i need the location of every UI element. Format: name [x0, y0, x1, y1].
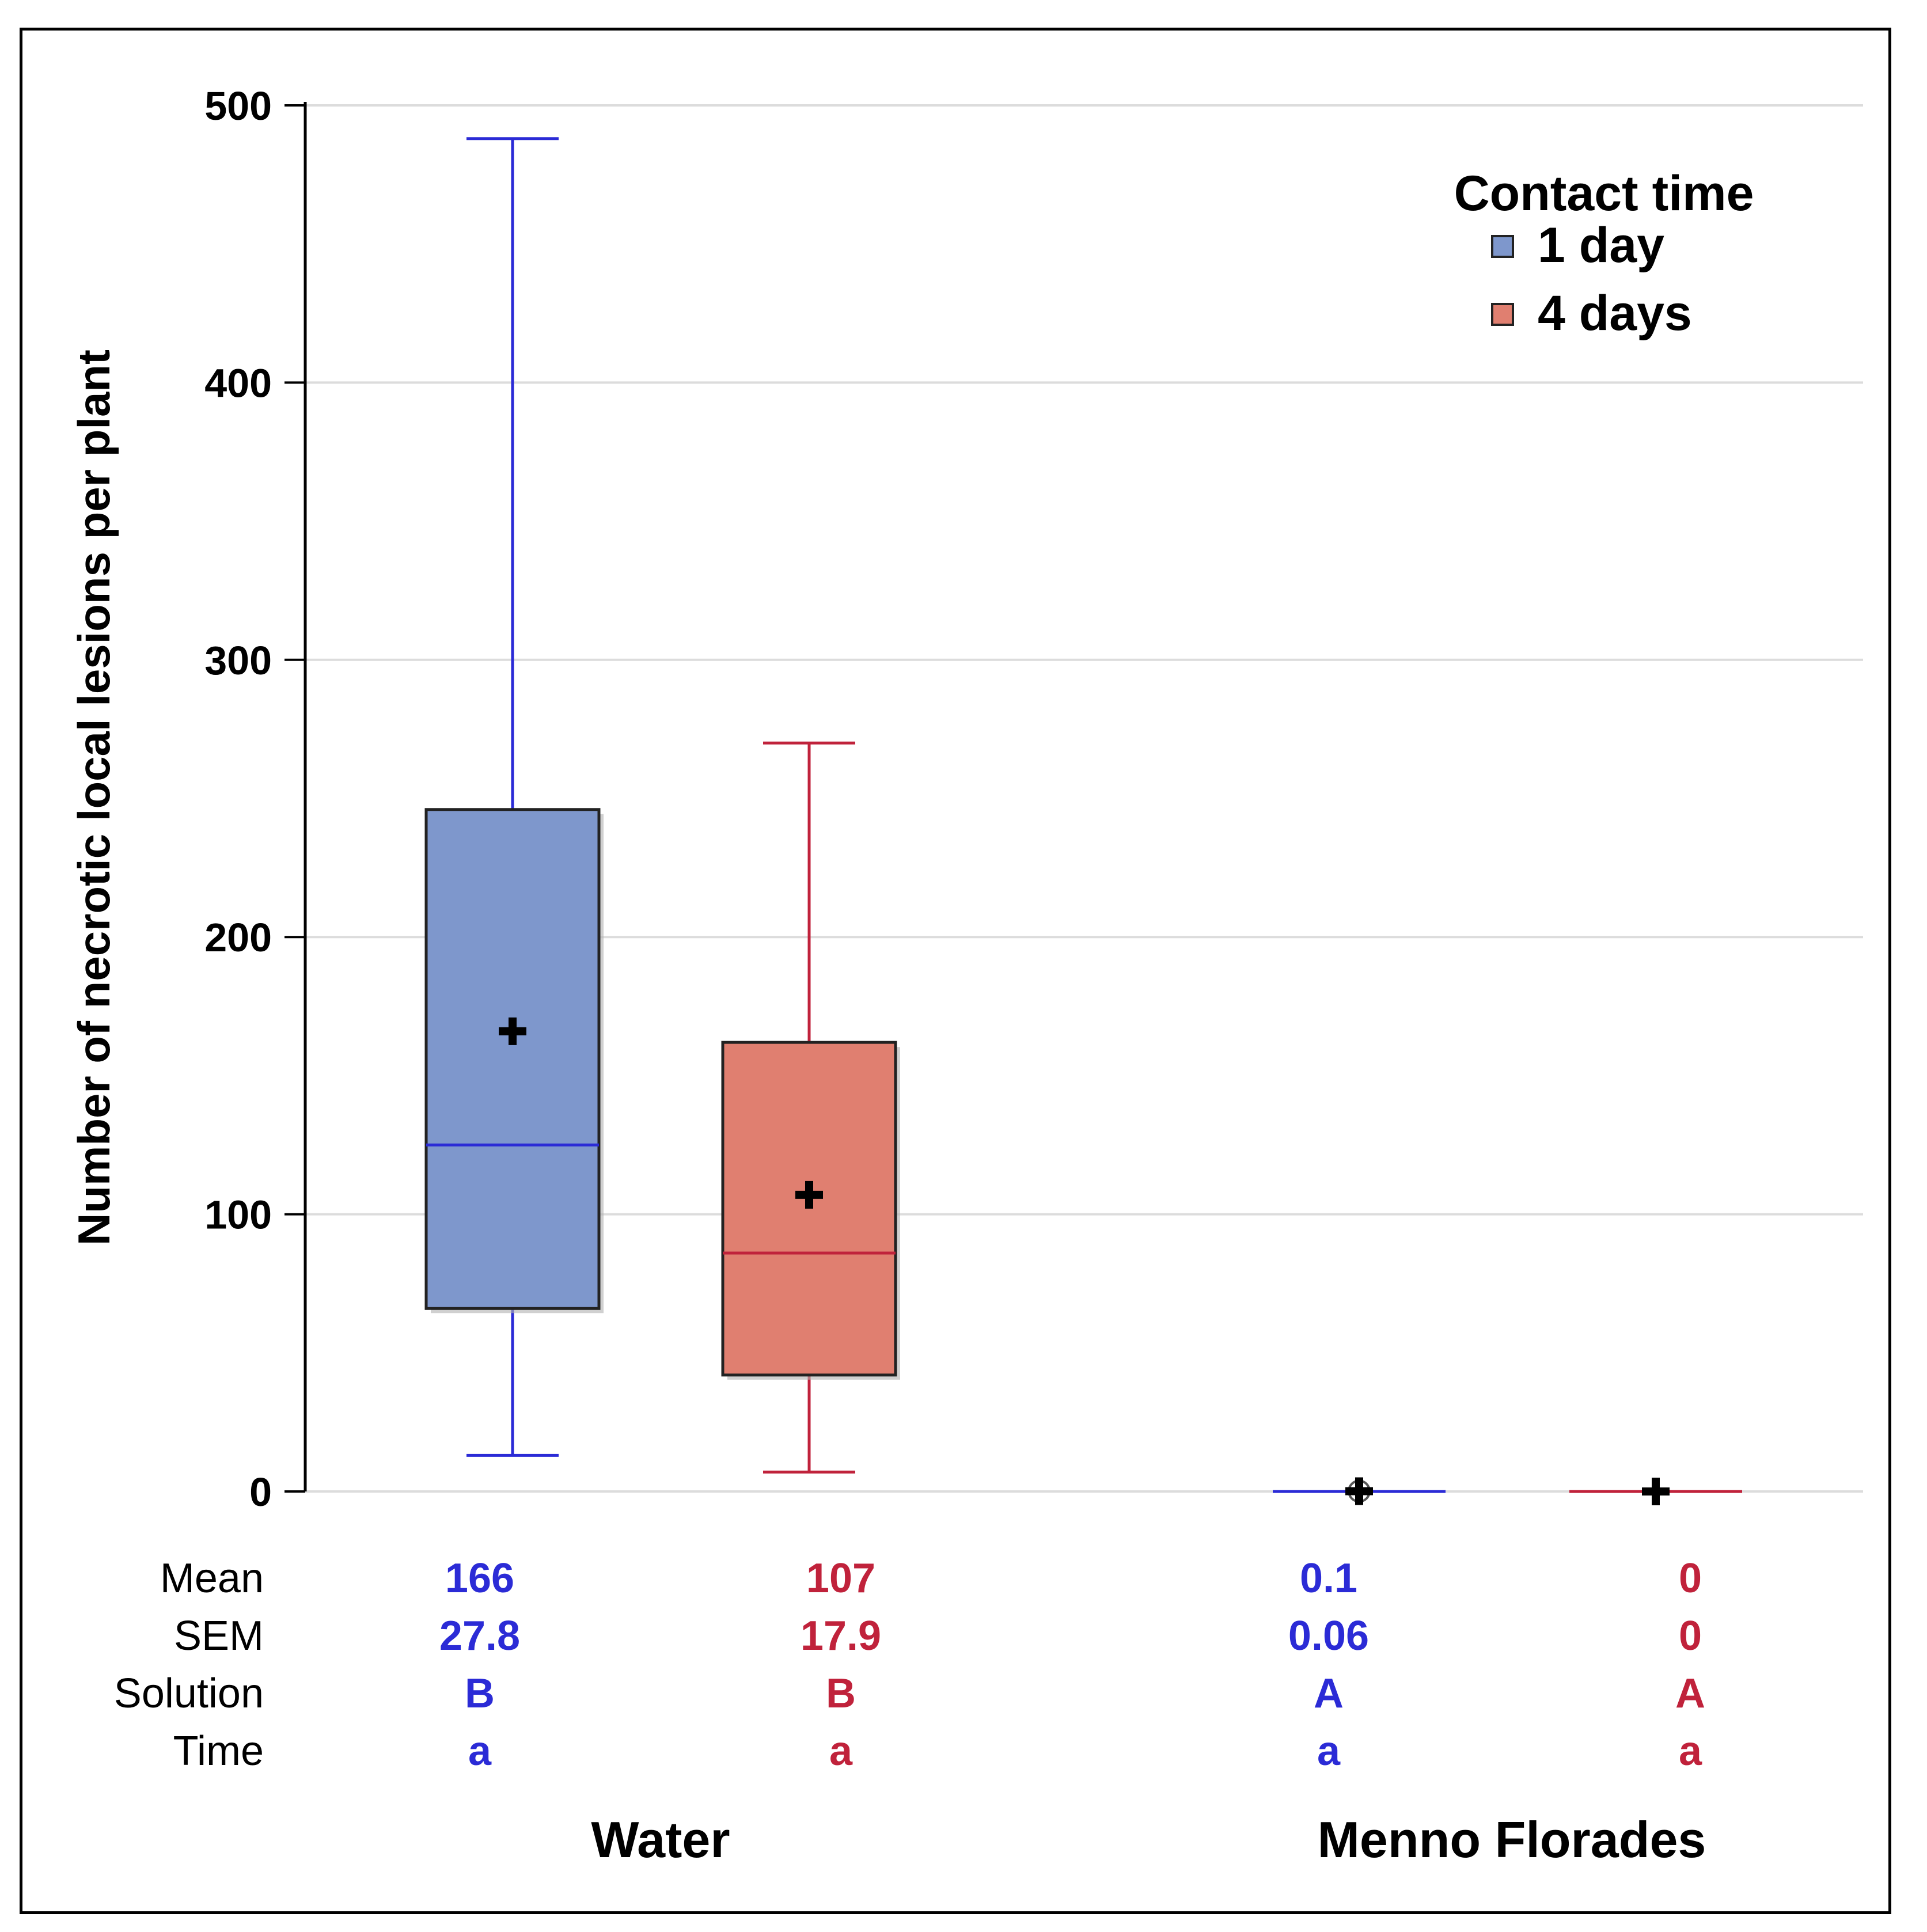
- stats-value: 166: [445, 1555, 514, 1601]
- y-axis: 0 100 200 300 400 500: [204, 83, 307, 1515]
- y-tick-label: 400: [204, 360, 272, 405]
- box-2: [721, 741, 900, 1474]
- stats-row-label: Mean: [160, 1555, 264, 1601]
- chart-frame: [20, 28, 1891, 1914]
- legend-label: 1 day: [1538, 218, 1664, 273]
- legend-swatch: [1491, 235, 1514, 258]
- stats-value: 0.06: [1288, 1613, 1369, 1659]
- legend-title: Contact time: [1454, 166, 1754, 221]
- stats-value: A: [1314, 1671, 1344, 1717]
- stats-value: 17.9: [801, 1613, 881, 1659]
- legend-label: 4 days: [1538, 286, 1692, 341]
- y-tick-label: 0: [249, 1470, 272, 1515]
- y-tick-label: 200: [204, 915, 272, 960]
- x-group-label: Water: [591, 1811, 730, 1868]
- stats-value: A: [1675, 1671, 1705, 1717]
- mean-marker: [1642, 1478, 1670, 1505]
- stats-row-label: Solution: [114, 1671, 264, 1717]
- stats-value: 27.8: [439, 1613, 520, 1659]
- stats-row-label: Time: [173, 1728, 264, 1774]
- boxes: [424, 137, 1742, 1505]
- stats-value: 0.1: [1300, 1555, 1357, 1601]
- stats-table: Mean SEM Solution Time 166 27.8 Ba 107 17.9 Ba 0.1…: [114, 1555, 1705, 1774]
- box-1: [424, 137, 604, 1457]
- box-iqr: [424, 808, 601, 1310]
- y-axis-title: Number of necrotic local lesions per pla…: [69, 350, 119, 1246]
- box-4: [1569, 1478, 1742, 1505]
- stats-value: 0: [1679, 1555, 1702, 1601]
- box-3: [1273, 1477, 1446, 1505]
- stats-value: a: [1317, 1728, 1341, 1774]
- x-group-label: Menno Florades: [1318, 1811, 1706, 1868]
- mean-marker: [499, 1017, 526, 1045]
- stats-value: 107: [806, 1555, 875, 1601]
- stats-row-label: SEM: [174, 1613, 264, 1659]
- group-labels: Water Menno Florades: [591, 1811, 1706, 1868]
- stats-value: a: [829, 1728, 853, 1774]
- stats-value: B: [465, 1671, 495, 1717]
- stats-value: a: [468, 1728, 492, 1774]
- stats-value: 0: [1679, 1613, 1702, 1659]
- stats-value: a: [1679, 1728, 1702, 1774]
- legend-swatch: [1491, 303, 1514, 326]
- y-tick-label: 500: [204, 83, 272, 128]
- y-tick-label: 100: [204, 1193, 272, 1238]
- y-tick-label: 300: [204, 638, 272, 683]
- mean-marker: [1345, 1477, 1373, 1505]
- stats-value: B: [826, 1671, 856, 1717]
- box-iqr: [721, 1041, 897, 1377]
- mean-marker: [795, 1181, 823, 1209]
